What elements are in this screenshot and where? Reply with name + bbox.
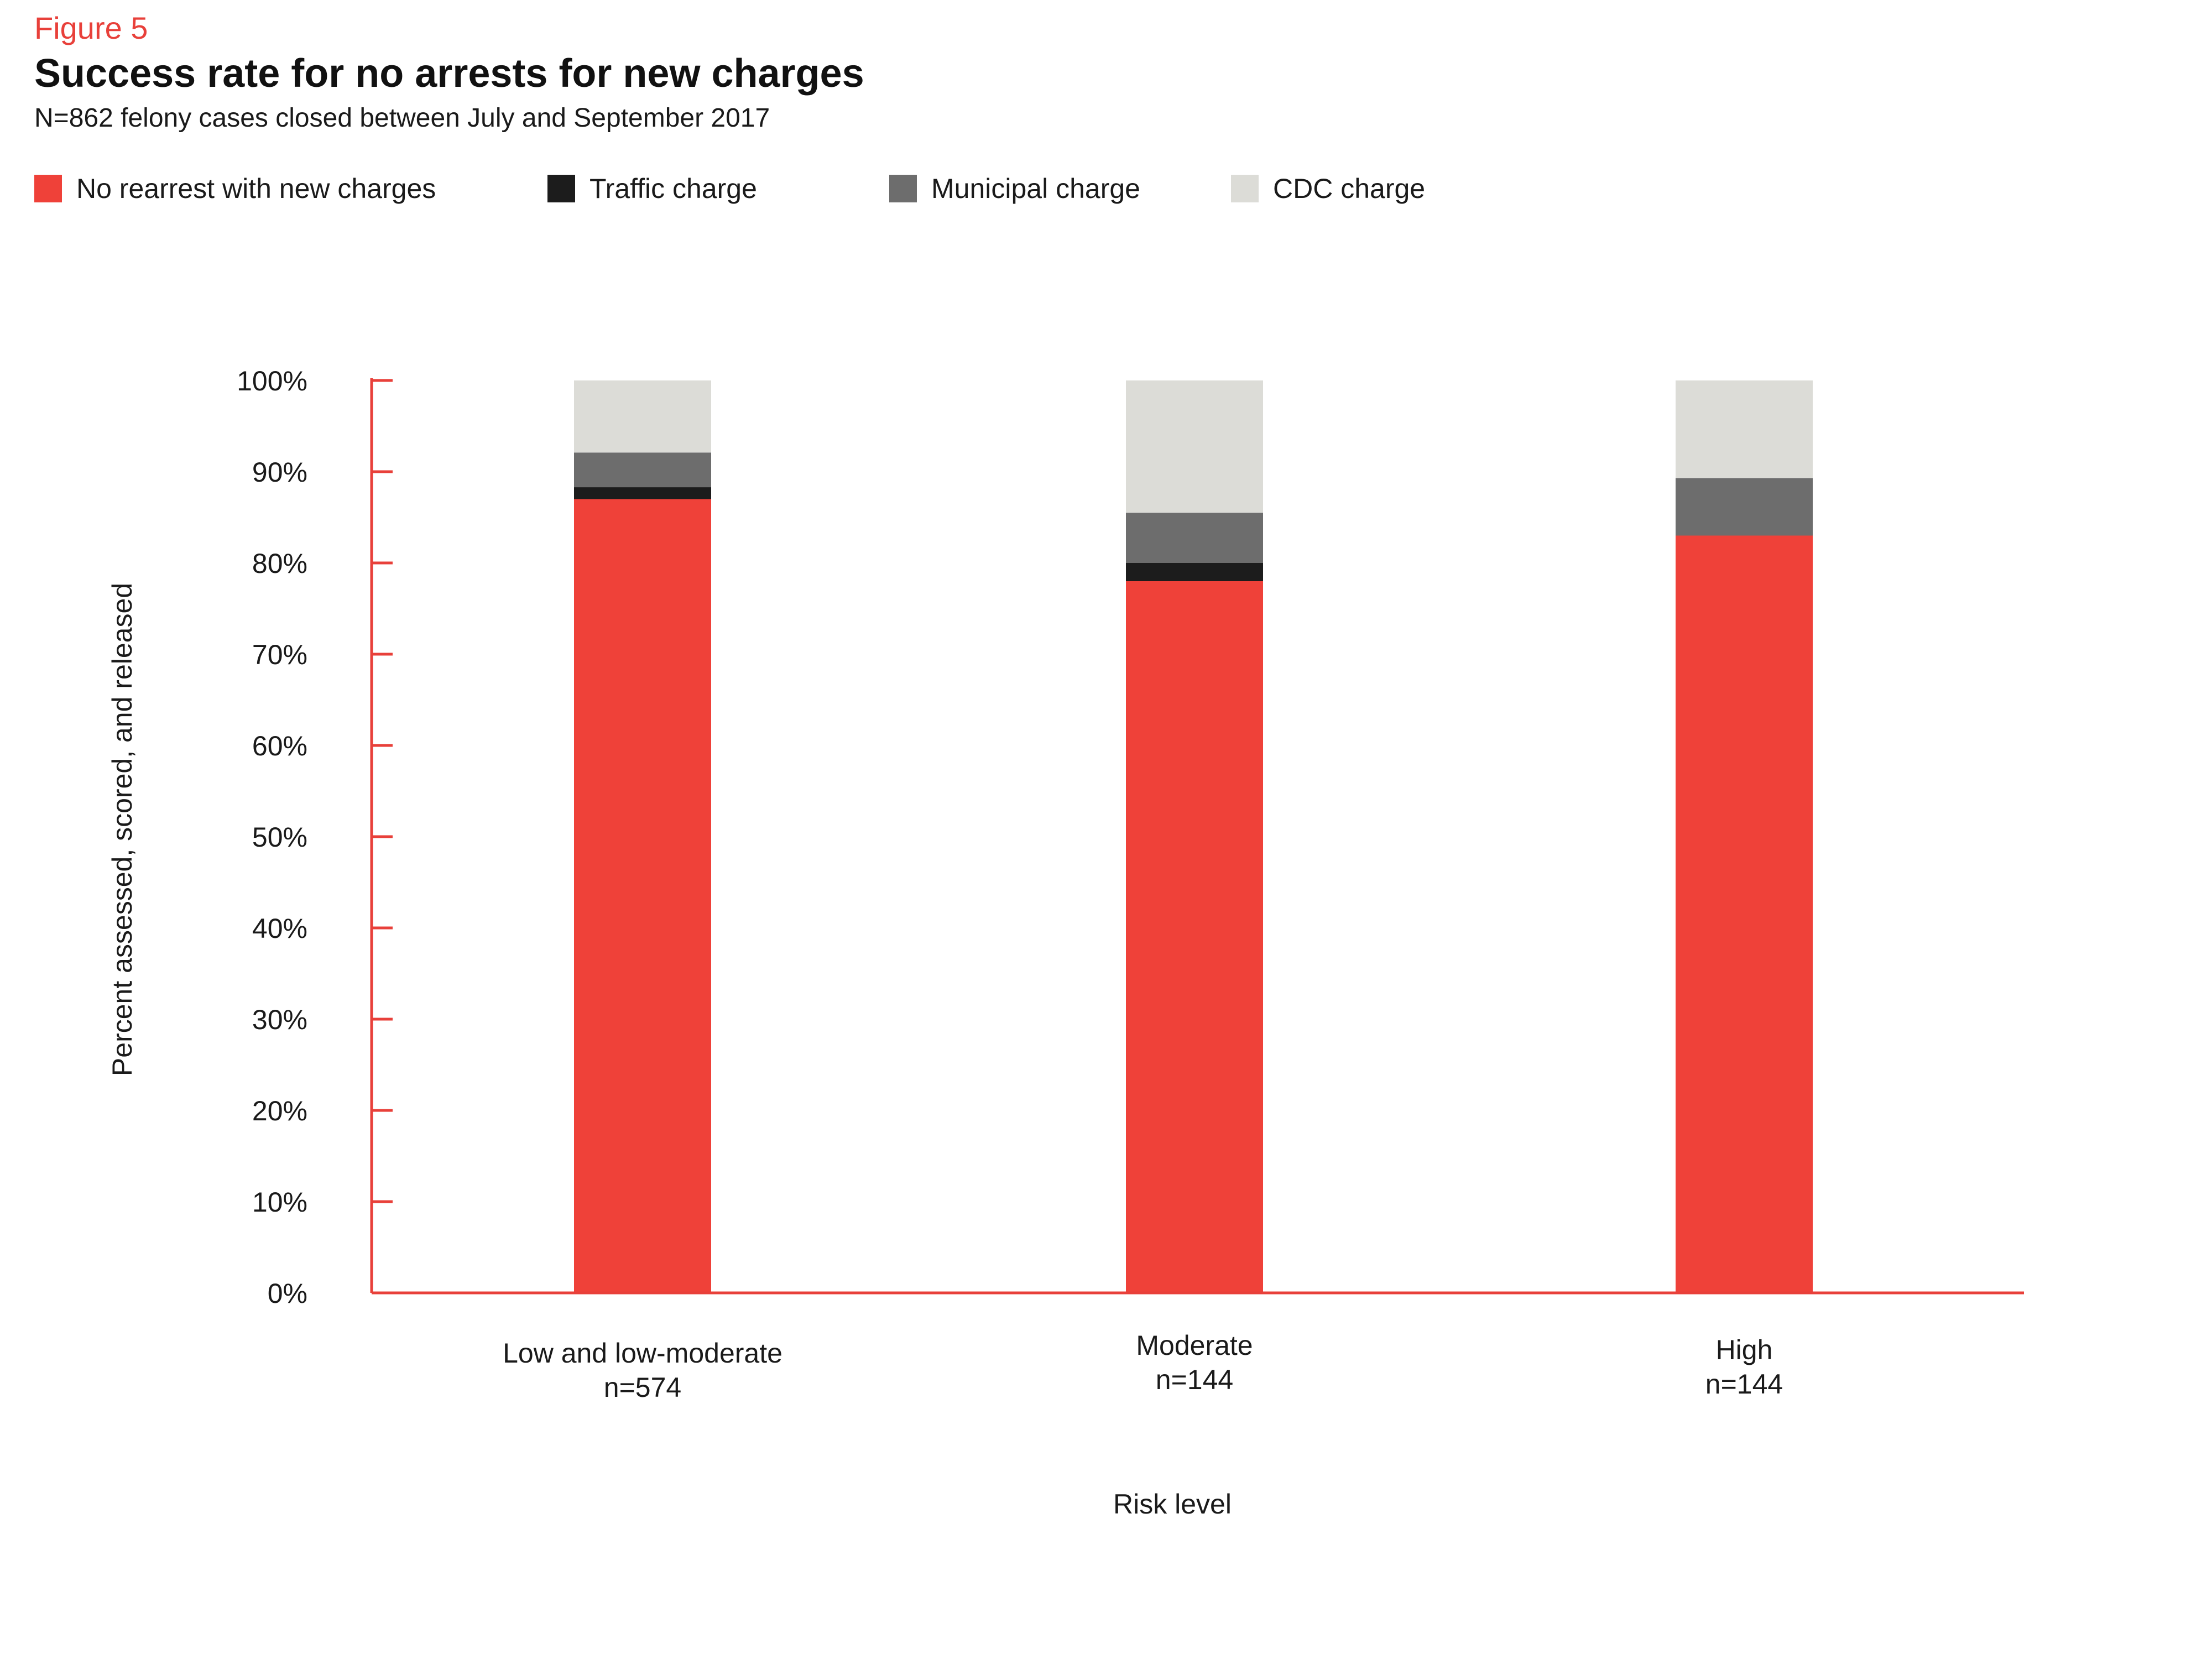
bar-segment-no-rearrest-2: [1126, 581, 1263, 1293]
legend-label-traffic: Traffic charge: [589, 173, 757, 204]
x-category-note: n=144: [1156, 1364, 1233, 1395]
x-category-note: n=144: [1705, 1369, 1783, 1400]
bar-segment-cdc-2: [1126, 380, 1263, 513]
legend-item-municipal: Municipal charge: [889, 169, 1140, 208]
legend-label-cdc: CDC charge: [1273, 173, 1426, 204]
x-labels-group: Low and low-moderaten=574Moderaten=144Hi…: [503, 1330, 1783, 1403]
bar-segment-no-rearrest-1: [574, 499, 711, 1293]
y-tick-label: 50%: [252, 822, 307, 853]
bars-group: [574, 380, 1813, 1293]
y-ticks-group: 0% 10% 20% 30% 40% 50% 60% 70% 80% 90% 100%: [237, 366, 393, 1309]
y-tick-label: 10%: [252, 1187, 307, 1218]
legend-label-municipal: Municipal charge: [931, 173, 1140, 204]
y-tick-label: 30%: [252, 1004, 307, 1035]
bar-segment-municipal-3: [1676, 478, 1813, 536]
legend-label-no-rearrest: No rearrest with new charges: [76, 173, 436, 204]
x-axis-title: Risk level: [1113, 1489, 1232, 1520]
bar-segment-traffic-1: [574, 487, 711, 499]
x-category-label: Moderate: [1136, 1330, 1253, 1361]
bar-segment-no-rearrest-3: [1676, 535, 1813, 1293]
x-category-label: Low and low-moderate: [503, 1338, 782, 1369]
bar-segment-cdc-1: [574, 380, 711, 453]
y-tick-label: 100%: [237, 366, 307, 396]
legend-item-traffic: Traffic charge: [547, 169, 757, 208]
y-tick-label: 60%: [252, 730, 307, 761]
bar-segment-municipal-1: [574, 452, 711, 488]
y-tick-label: 90%: [252, 457, 307, 488]
legend-swatch-municipal: [889, 175, 917, 202]
chart-title: Success rate for no arrests for new char…: [34, 51, 864, 96]
legend-item-no-rearrest: No rearrest with new charges: [34, 169, 436, 208]
legend-swatch-cdc: [1231, 175, 1259, 202]
y-tick-label: 70%: [252, 639, 307, 670]
y-tick-label: 20%: [252, 1095, 307, 1126]
x-category-label: High: [1716, 1334, 1773, 1365]
x-category-note: n=574: [604, 1372, 681, 1403]
y-tick-label: 40%: [252, 913, 307, 944]
bar-segment-traffic-2: [1126, 563, 1263, 581]
legend-swatch-traffic: [547, 175, 575, 202]
figure-label: Figure 5: [34, 11, 148, 45]
y-tick-label: 80%: [252, 548, 307, 579]
legend-swatch-no-rearrest: [34, 175, 62, 202]
legend-item-cdc: CDC charge: [1231, 169, 1425, 208]
y-axis-title: Percent assessed, scored, and released: [107, 583, 138, 1076]
bar-segment-cdc-3: [1676, 380, 1813, 478]
chart-legend: No rearrest with new charges Traffic cha…: [0, 169, 2212, 208]
y-tick-label: 0%: [268, 1278, 307, 1309]
chart-subtitle: N=862 felony cases closed between July a…: [34, 103, 770, 133]
bar-segment-municipal-2: [1126, 513, 1263, 563]
